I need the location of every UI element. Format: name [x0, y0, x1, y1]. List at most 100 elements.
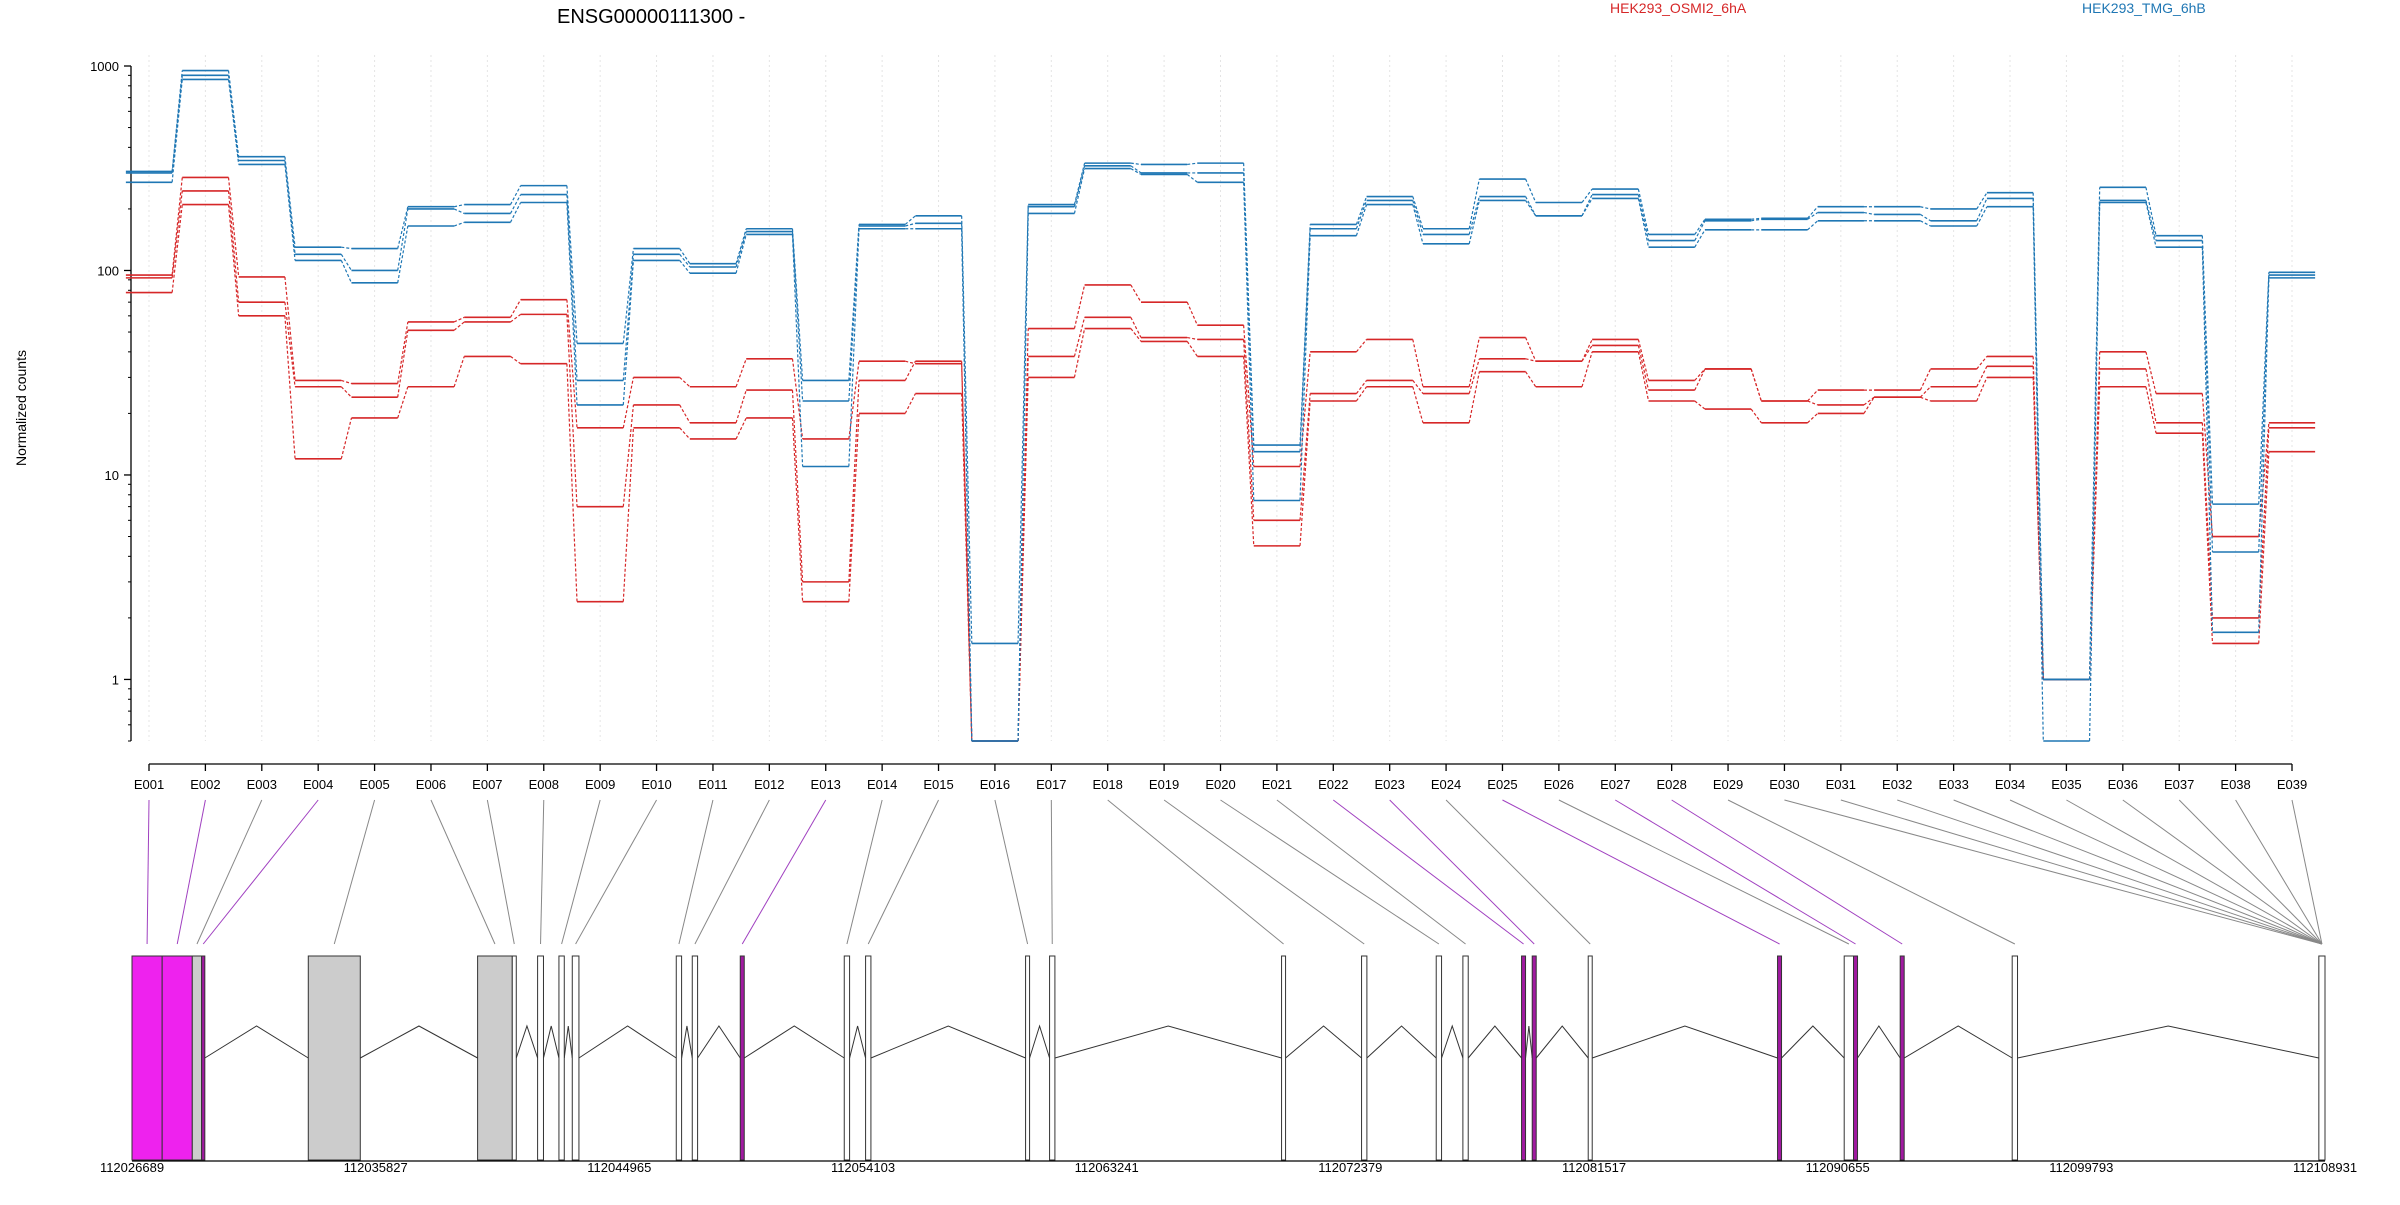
connector-E019: [1187, 336, 1198, 341]
intron-25: [1781, 1025, 1845, 1059]
connector-E030: [1807, 220, 1819, 231]
genomic-coordinate-axis: 112026689 112035827 112044965 112054103 1120…: [100, 1160, 2357, 1175]
intron-5: [360, 1025, 478, 1059]
connector-E004: [340, 417, 353, 459]
exon-box-E018: [1281, 955, 1287, 1161]
exon-label-E008: E008: [529, 777, 559, 792]
connector-E022: [1355, 339, 1368, 353]
connector-E018: [1130, 168, 1142, 175]
exon-label-E035: E035: [2051, 777, 2081, 792]
connector-E024: [1468, 358, 1480, 394]
connector-E031: [1863, 396, 1875, 406]
connector-E020: [1243, 325, 1255, 467]
y-axis: 1 10 100 1000: [90, 59, 132, 742]
exon-connector-E022: [1332, 799, 1524, 945]
connector-E023: [1412, 386, 1424, 423]
connector-E018: [1130, 328, 1142, 342]
connector-E027: [1637, 188, 1650, 235]
exon-label-E014: E014: [867, 777, 897, 792]
exon-label-E027: E027: [1600, 777, 1630, 792]
exon-box-E024: [1587, 955, 1593, 1161]
connector-E014: [904, 360, 916, 381]
intron-7: [515, 1024, 539, 1059]
connector-E012: [791, 231, 804, 402]
connector-E038: [2258, 272, 2270, 505]
connector-E030: [1807, 412, 1819, 424]
connector-E037: [2201, 422, 2214, 618]
exon-box-E012: [691, 955, 699, 1161]
connector-E007: [509, 202, 522, 223]
connector-E006: [453, 221, 465, 227]
exon-label-E001: E001: [134, 777, 164, 792]
connector-E024: [1468, 178, 1480, 229]
exon-label-E002: E002: [190, 777, 220, 792]
legend-entry-tmg: HEK293_TMG_6hB: [2082, 0, 2206, 16]
exon-box-E026: [1843, 955, 1855, 1161]
connector-E022: [1355, 380, 1368, 394]
connector-E030: [1807, 206, 1819, 219]
connector-E029: [1751, 218, 1762, 222]
intron-9: [563, 1025, 573, 1059]
connector-E004: [340, 260, 353, 284]
connector-E007: [509, 194, 522, 214]
connector-E028: [1694, 400, 1706, 410]
exon-box-E006: [477, 955, 513, 1161]
connector-E006: [453, 316, 465, 323]
connector-E005: [397, 208, 409, 271]
exon-connector-E031: [1840, 799, 2323, 945]
connector-E034: [2032, 206, 2044, 742]
connector-E023: [1412, 204, 1424, 244]
coordinate-label-112072379: 112072379: [1318, 1160, 1382, 1175]
connector-E027: [1637, 194, 1650, 241]
connector-E017: [1073, 328, 1086, 378]
exon-label-E032: E032: [1882, 777, 1912, 792]
exon-label-E013: E013: [811, 777, 841, 792]
exon-connector-E019: [1163, 799, 1365, 945]
connector-E002: [227, 190, 240, 303]
connector-E009: [622, 254, 635, 381]
intron-10: [578, 1025, 677, 1059]
exon-label-E024: E024: [1431, 777, 1461, 792]
connector-E018: [1130, 284, 1142, 303]
exon-label-E036: E036: [2108, 777, 2138, 792]
connector-E015: [961, 228, 973, 742]
coordinate-label-112108931: 112108931: [2293, 1160, 2357, 1175]
intron-11: [681, 1025, 693, 1059]
connector-E011: [735, 231, 747, 268]
connector-E003: [284, 302, 296, 387]
connector-E013: [848, 361, 860, 440]
exon-label-E026: E026: [1544, 777, 1574, 792]
connector-E004: [340, 386, 352, 398]
exon-connector-E021: [1276, 799, 1466, 945]
exon-box-E008: [537, 955, 544, 1161]
connector-E030: [1807, 212, 1819, 220]
exon-label-E004: E004: [303, 777, 333, 792]
connector-E033: [1976, 366, 1988, 388]
exon-label-E009: E009: [585, 777, 615, 792]
connector-E012: [791, 417, 804, 602]
connector-E020: [1243, 339, 1255, 521]
coordinate-label-112035827: 112035827: [344, 1160, 408, 1175]
connector-E006: [453, 356, 465, 387]
exon-box-E002: [161, 955, 193, 1161]
exon-label-E039: E039: [2277, 777, 2307, 792]
connector-E008: [566, 314, 578, 507]
intron-24: [1592, 1025, 1778, 1059]
connector-E019: [1186, 301, 1198, 326]
intron-20: [1441, 1024, 1464, 1059]
exon-connector-E015: [867, 799, 939, 945]
connector-E021: [1299, 393, 1311, 521]
exon-label-E006: E006: [416, 777, 446, 792]
connector-E032: [1919, 368, 1932, 391]
series-line-6: [125, 78, 2316, 742]
connector-E013: [848, 380, 860, 582]
connector-E036: [2145, 200, 2157, 241]
connector-E017: [1073, 165, 1086, 207]
connector-E035: [2088, 202, 2101, 742]
exon-box-E021: [1462, 955, 1469, 1161]
exon-connector-E034: [2009, 799, 2323, 945]
connector-E036: [2145, 368, 2157, 423]
exon-connector-E001: [146, 799, 150, 945]
connector-E011: [735, 389, 747, 423]
